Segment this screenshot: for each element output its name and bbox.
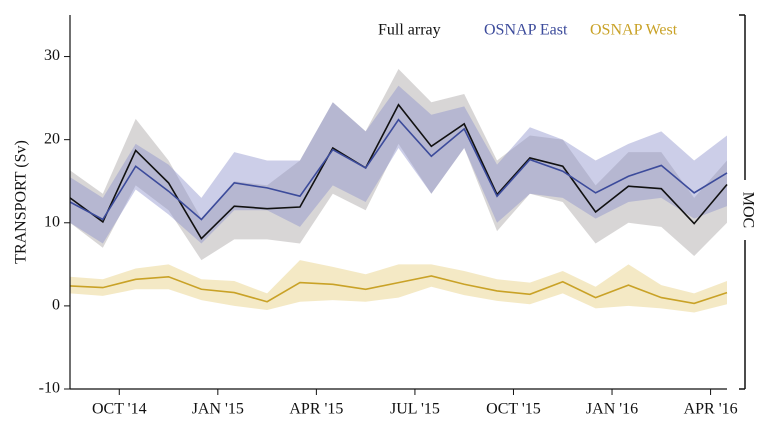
x-tick-label: OCT '14 [92, 401, 147, 418]
series-line [69, 275, 728, 305]
x-tick-label: OCT '15 [486, 401, 541, 418]
bracket-gap [737, 180, 755, 240]
y-tick-label: 30 [44, 47, 60, 64]
x-tick-label: JAN '15 [192, 401, 244, 418]
y-tick-label: 20 [44, 130, 60, 147]
legend-entry: OSNAP East [484, 22, 568, 39]
legend-entry: Full array [378, 22, 441, 39]
uncertainty-band [70, 69, 727, 261]
x-tick-label: JUL '15 [390, 401, 440, 418]
right-label: MOC [739, 192, 756, 228]
x-tick-label: APR '16 [684, 401, 738, 418]
series-line [69, 118, 728, 221]
uncertainty-band [70, 85, 727, 244]
y-tick-label: -10 [39, 380, 60, 397]
legend-entry: OSNAP West [590, 22, 678, 39]
y-tick-label: 10 [44, 213, 60, 230]
x-tick-label: JAN '16 [586, 401, 638, 418]
y-tick-label: 0 [52, 297, 60, 314]
y-axis-label: TRANSPORT (Sv) [13, 140, 30, 264]
x-tick-label: APR '15 [289, 401, 343, 418]
uncertainty-band [70, 260, 727, 313]
